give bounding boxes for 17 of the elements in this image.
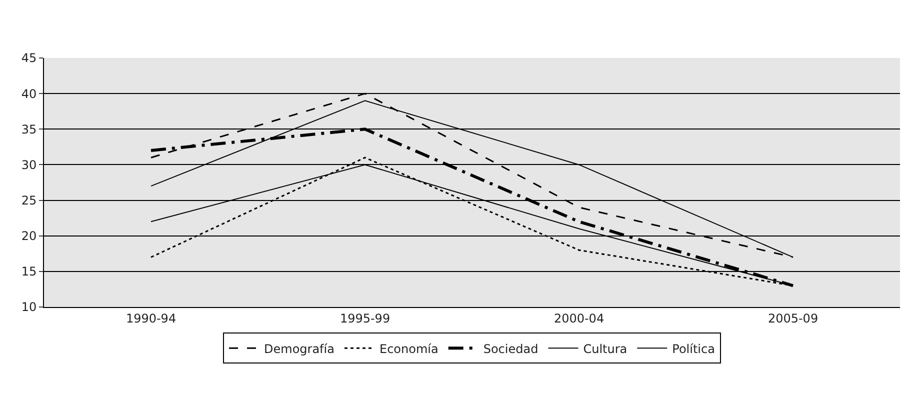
legend-label: Sociedad bbox=[483, 342, 538, 356]
x-tick-label: 1995-99 bbox=[340, 311, 390, 326]
y-tick-label: 25 bbox=[21, 193, 37, 208]
x-tick-label: 2005-09 bbox=[768, 311, 818, 326]
y-tick-label: 45 bbox=[21, 51, 37, 66]
legend-label: Política bbox=[672, 342, 715, 356]
y-tick-label: 35 bbox=[21, 122, 37, 136]
legend-label: Economía bbox=[379, 342, 438, 356]
x-tick-label: 1990-94 bbox=[126, 311, 176, 326]
legend-label: Cultura bbox=[583, 342, 628, 356]
y-tick-label: 10 bbox=[21, 300, 37, 314]
y-tick-label: 15 bbox=[21, 264, 37, 279]
legend-label: Demografía bbox=[264, 342, 334, 356]
y-tick-label: 20 bbox=[21, 229, 37, 244]
y-tick-label: 40 bbox=[21, 86, 37, 101]
x-tick-label: 2000-04 bbox=[554, 311, 604, 326]
y-tick-label: 30 bbox=[21, 158, 37, 172]
